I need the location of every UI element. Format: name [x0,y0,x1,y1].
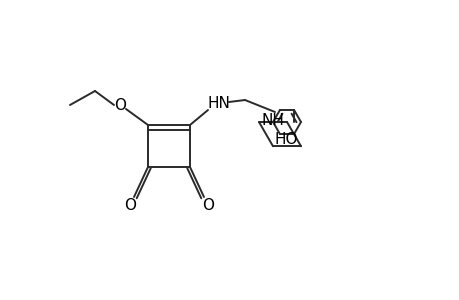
Text: HO: HO [274,132,297,147]
Text: NH: NH [261,112,284,128]
Text: O: O [124,199,136,214]
Text: O: O [114,98,126,112]
Text: O: O [202,199,213,214]
Text: HN: HN [207,95,230,110]
